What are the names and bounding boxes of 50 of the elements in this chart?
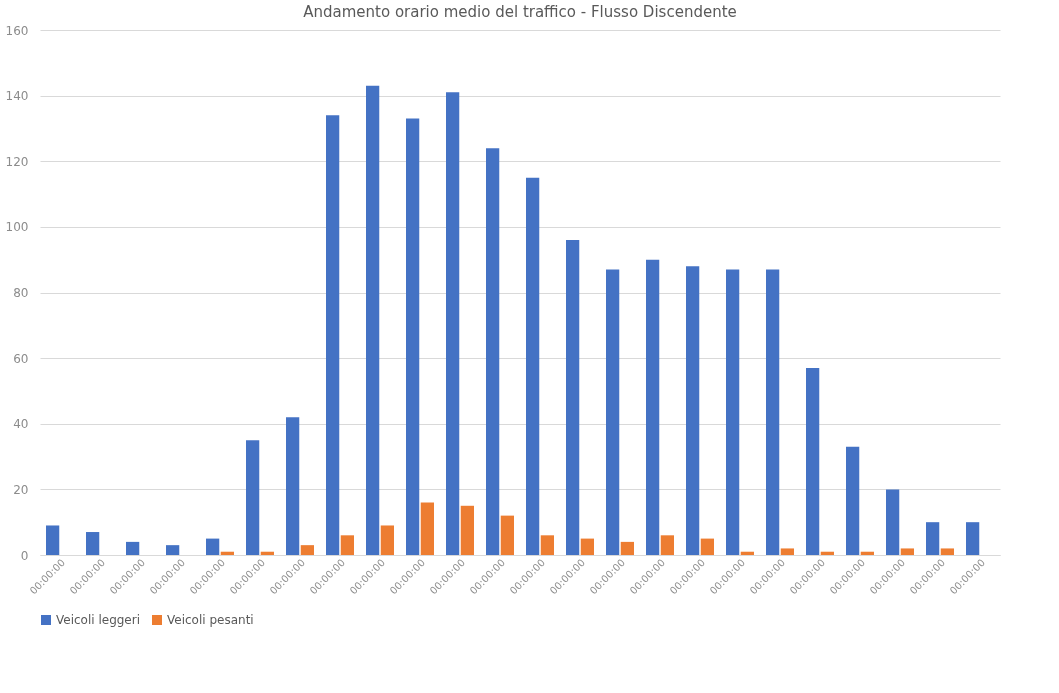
bar [700, 538, 714, 555]
bar [446, 92, 460, 555]
bar [486, 148, 500, 555]
bar [286, 417, 300, 555]
legend-label: Veicoli leggeri [56, 613, 141, 627]
bar [766, 269, 780, 555]
bar [406, 118, 420, 555]
bar [460, 505, 474, 555]
y-tick-label: 80 [13, 286, 29, 300]
bar [726, 269, 740, 555]
bar [126, 541, 140, 555]
bar [846, 446, 860, 555]
bar [780, 548, 794, 555]
bar [526, 177, 540, 555]
bar [940, 548, 954, 555]
bar [246, 440, 260, 555]
bar [646, 259, 660, 555]
y-tick-label: 140 [5, 89, 29, 104]
y-tick-label: 20 [13, 482, 29, 497]
bar [86, 532, 100, 555]
legend-label: Veicoli pesanti [167, 613, 254, 627]
bar [966, 522, 980, 555]
bar [886, 489, 900, 555]
bar [566, 240, 580, 555]
bar [660, 535, 674, 555]
bar [46, 525, 60, 555]
bar [166, 545, 180, 555]
y-tick-label: 160 [5, 23, 29, 38]
y-tick-label: 0 [20, 548, 29, 563]
bar [900, 548, 914, 555]
y-tick-label: 100 [5, 220, 29, 235]
bar [326, 115, 340, 555]
y-tick-label: 40 [13, 417, 29, 432]
bar [500, 515, 514, 555]
bar [300, 545, 314, 555]
bar [366, 85, 380, 555]
bar [806, 367, 820, 555]
y-tick-label: 120 [5, 154, 29, 169]
bar [686, 266, 700, 555]
bar [420, 502, 434, 555]
y-tick-label: 60 [13, 351, 29, 366]
bar [926, 522, 940, 555]
bar [620, 541, 634, 555]
bar [580, 538, 594, 555]
bar [606, 269, 620, 555]
bar [206, 538, 220, 555]
chart-title: Andamento orario medio del traffico - Flusso Discendente [303, 3, 737, 21]
bar [340, 535, 354, 555]
bar [380, 525, 394, 555]
bar [540, 535, 554, 555]
